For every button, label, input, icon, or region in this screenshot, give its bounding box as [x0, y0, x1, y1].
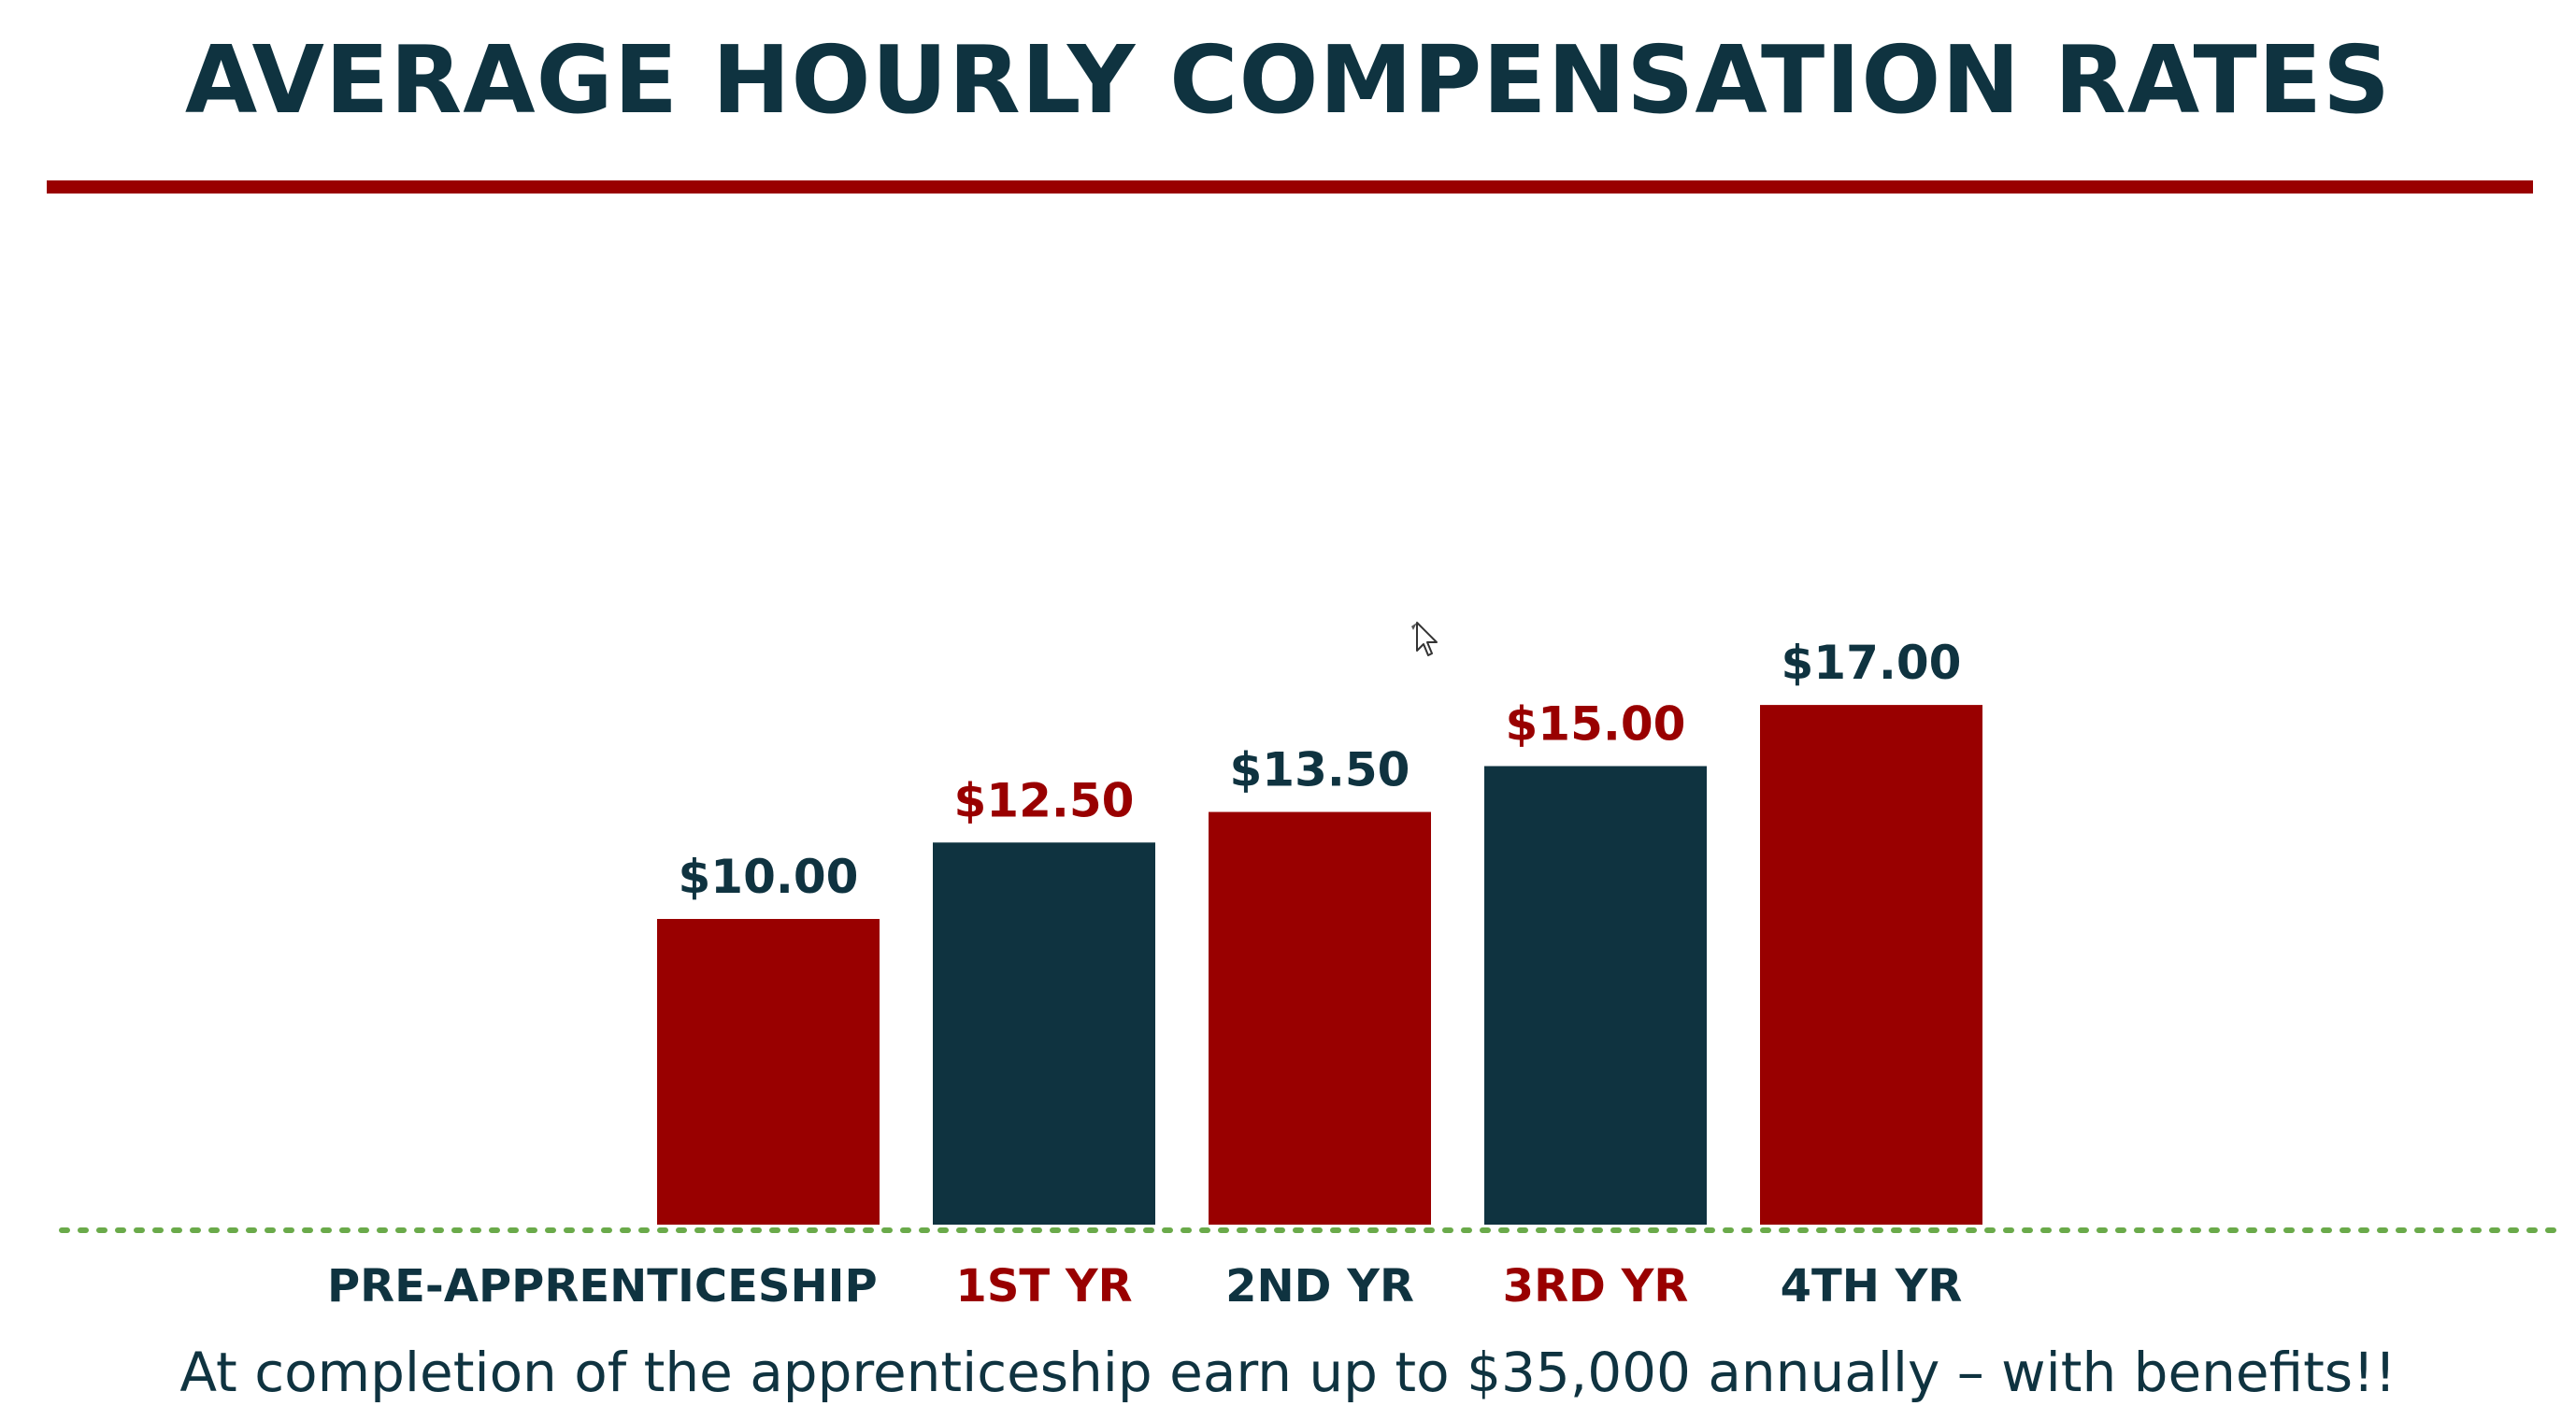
bar-5 — [1760, 705, 1982, 1225]
value-label-1: $10.00 — [679, 850, 859, 904]
category-labels-group: PRE-APPRENTICESHIP 1ST YR 2ND YR 3RD YR 4TH … — [327, 1260, 1962, 1313]
value-label-4: $15.00 — [1506, 697, 1686, 752]
value-labels-group: $10.00 $12.50 $13.50 $15.00 $17.00 — [679, 636, 1962, 904]
value-label-3: $13.50 — [1230, 743, 1410, 797]
mouse-pointer-icon — [1411, 622, 1438, 656]
title-underline — [47, 180, 2533, 194]
chart-title: AVERAGE HOURLY COMPENSATION RATES — [184, 25, 2392, 135]
bar-4 — [1484, 766, 1707, 1225]
value-label-5: $17.00 — [1782, 636, 1962, 690]
bars-group — [657, 705, 1982, 1225]
category-label-1: PRE-APPRENTICESHIP — [327, 1260, 878, 1313]
category-label-5: 4TH YR — [1781, 1260, 1963, 1313]
bar-2 — [933, 842, 1155, 1225]
bar-3 — [1209, 811, 1431, 1225]
bar-1 — [657, 919, 880, 1225]
footer-note: At completion of the apprenticeship earn… — [179, 1341, 2397, 1404]
category-label-3: 2ND YR — [1225, 1260, 1414, 1313]
category-label-2: 1ST YR — [955, 1260, 1132, 1313]
value-label-2: $12.50 — [954, 773, 1135, 827]
category-label-4: 3RD YR — [1503, 1260, 1689, 1313]
